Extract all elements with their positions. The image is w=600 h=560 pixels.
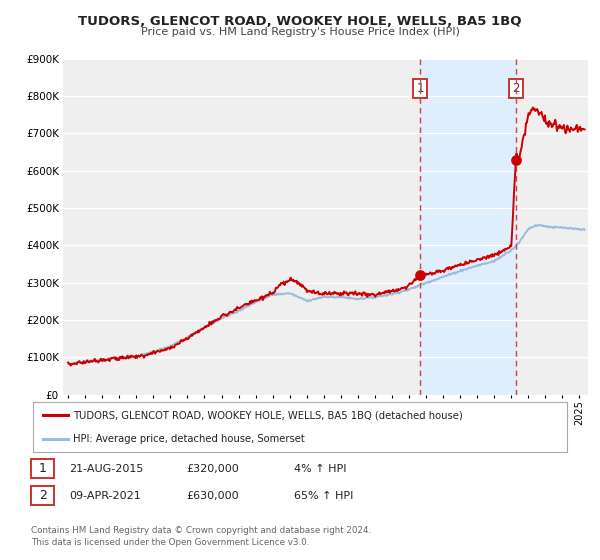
Text: £320,000: £320,000 (186, 464, 239, 474)
Text: 09-APR-2021: 09-APR-2021 (69, 491, 141, 501)
Text: 21-AUG-2015: 21-AUG-2015 (69, 464, 143, 474)
Text: TUDORS, GLENCOT ROAD, WOOKEY HOLE, WELLS, BA5 1BQ: TUDORS, GLENCOT ROAD, WOOKEY HOLE, WELLS… (78, 15, 522, 27)
Text: £630,000: £630,000 (186, 491, 239, 501)
Text: 65% ↑ HPI: 65% ↑ HPI (294, 491, 353, 501)
Text: 1: 1 (416, 82, 424, 95)
Bar (420, 59, 516, 395)
Text: 2: 2 (512, 82, 520, 95)
Text: Price paid vs. HM Land Registry's House Price Index (HPI): Price paid vs. HM Land Registry's House … (140, 27, 460, 37)
Text: 2: 2 (38, 489, 47, 502)
Text: 1: 1 (38, 462, 47, 475)
Text: This data is licensed under the Open Government Licence v3.0.: This data is licensed under the Open Gov… (31, 538, 310, 547)
Point (415, 271, 425, 280)
Text: HPI: Average price, detached house, Somerset: HPI: Average price, detached house, Some… (73, 435, 305, 445)
Text: 4% ↑ HPI: 4% ↑ HPI (294, 464, 347, 474)
Text: Contains HM Land Registry data © Crown copyright and database right 2024.: Contains HM Land Registry data © Crown c… (31, 526, 371, 535)
Point (511, 155, 521, 164)
Text: TUDORS, GLENCOT ROAD, WOOKEY HOLE, WELLS, BA5 1BQ (detached house): TUDORS, GLENCOT ROAD, WOOKEY HOLE, WELLS… (73, 410, 463, 420)
